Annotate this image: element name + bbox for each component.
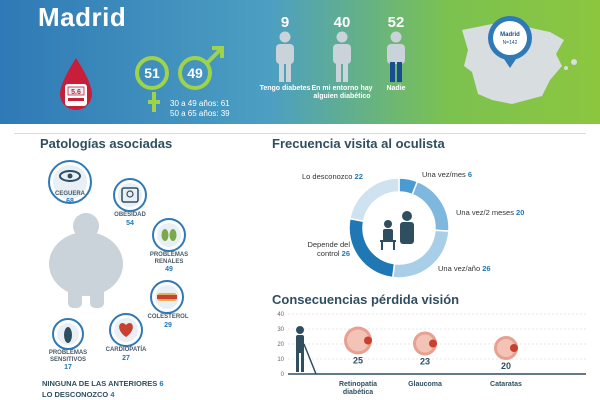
bar-value-label: 20 xyxy=(501,361,511,371)
y-tick-label: 10 xyxy=(277,357,284,363)
female-cross-icon xyxy=(148,92,160,112)
patologias-title: Patologías asociadas xyxy=(40,136,173,151)
obese-body-icon xyxy=(49,213,123,308)
blind-person-icon xyxy=(296,326,317,375)
hero-band: Madrid 5.6 51 49 30 a 49 años: 61 50 a 6… xyxy=(0,0,600,124)
stat-value: 40 xyxy=(333,14,351,31)
y-tick-label: 0 xyxy=(281,372,285,378)
ceguera-circle xyxy=(48,160,92,204)
bar-value-label: 25 xyxy=(353,356,363,366)
eye-condition-icon xyxy=(344,326,372,355)
stat-label: Tengo diabetes xyxy=(259,85,311,92)
female-symbol-icon: 51 xyxy=(135,56,169,90)
freq-value: 20 xyxy=(516,208,525,217)
kidney-icon xyxy=(152,218,186,252)
glucose-value: 5.6 xyxy=(71,89,81,96)
sensitivos-label: PROBLEMAS SENSITIVOS xyxy=(48,350,88,363)
desconozco-row: LO DESCONOZCO 4 xyxy=(42,390,115,399)
y-tick-label: 30 xyxy=(277,327,284,333)
stat-nadie: 52 Nadie xyxy=(368,14,424,92)
freq-value: 22 xyxy=(354,172,363,181)
stat-label: En mi entorno hay alguien diabético xyxy=(311,85,373,100)
doctor-icon xyxy=(365,194,433,262)
desconozco-label: LO DESCONOZCO xyxy=(42,390,109,399)
category-label: Cataratas xyxy=(490,381,522,388)
category-label: Retinopatía xyxy=(339,381,377,388)
spain-map-icon: Madrid N=142 xyxy=(462,16,577,104)
obesidad-value: 54 xyxy=(126,220,134,227)
stat-tengo-diabetes: 9 Tengo diabetes xyxy=(257,14,313,92)
person-icon xyxy=(276,31,294,82)
ninguna-row: NINGUNA DE LAS ANTERIORES 6 xyxy=(42,379,164,388)
obesidad-label: OBESIDAD xyxy=(114,212,146,218)
stat-label: Nadie xyxy=(386,85,406,92)
ninguna-value: 6 xyxy=(159,379,164,388)
age-line-1: 30 a 49 años: 61 xyxy=(170,99,230,108)
donut-slice xyxy=(349,177,400,223)
age-line-2: 50 a 65 años: 39 xyxy=(170,109,230,118)
stat-entorno: 40 En mi entorno hay alguien diabético xyxy=(311,14,372,100)
person-icon xyxy=(387,31,405,82)
freq-label: Depende del control xyxy=(307,240,350,258)
ceguera-value: 68 xyxy=(66,198,74,205)
map-pin-city: Madrid xyxy=(500,32,520,38)
cardiopatia-value: 27 xyxy=(122,355,130,362)
freq-label: Una vez/año xyxy=(438,264,481,273)
sensitivos-value: 17 xyxy=(64,364,72,371)
scale-icon xyxy=(113,178,147,212)
y-tick-label: 40 xyxy=(277,312,284,318)
cardiopatia-label: CARDIOPATÍA xyxy=(105,347,147,353)
eye-condition-icon xyxy=(494,336,518,360)
eye-condition-icon xyxy=(413,331,437,356)
category-label: Glaucoma xyxy=(408,381,442,388)
freq-item-depende: Depende del control 26 xyxy=(296,240,350,258)
freq-item-desconozco: Lo desconozco 22 xyxy=(302,172,363,181)
blood-drop-icon: 5.6 xyxy=(60,58,92,110)
city-title: Madrid xyxy=(38,2,127,32)
frecuencia-title: Frecuencia visita al oculista xyxy=(272,136,445,151)
stat-value: 9 xyxy=(280,14,290,31)
male-symbol-icon: 49 xyxy=(178,56,212,90)
person-icon xyxy=(333,31,351,82)
colesterol-label: COLESTEROL xyxy=(147,314,189,320)
freq-label: Una vez/mes xyxy=(422,170,466,179)
consecuencias-title: Consecuencias pérdida visión xyxy=(272,292,460,307)
y-tick-label: 20 xyxy=(277,342,284,348)
divider xyxy=(14,133,586,134)
freq-value: 26 xyxy=(482,264,491,273)
foot-icon xyxy=(52,318,84,350)
freq-value: 26 xyxy=(341,249,350,258)
map-pin-n: N=142 xyxy=(503,40,518,46)
stat-value: 52 xyxy=(387,14,405,31)
heart-icon xyxy=(109,313,143,347)
freq-label: Lo desconozco xyxy=(302,172,353,181)
freq-value: 6 xyxy=(467,170,473,179)
artery-icon xyxy=(150,280,184,314)
renales-label: PROBLEMAS RENALES xyxy=(149,252,189,265)
freq-item-mes: Una vez/mes 6 xyxy=(422,170,472,179)
ceguera-label: CEGUERA xyxy=(54,191,85,197)
renales-value: 49 xyxy=(165,266,173,273)
ninguna-label: NINGUNA DE LAS ANTERIORES xyxy=(42,379,158,388)
freq-item-ano: Una vez/año 26 xyxy=(438,264,491,273)
female-pct: 51 xyxy=(144,65,160,81)
male-arrow-icon xyxy=(204,46,224,66)
freq-item-2meses: Una vez/2 meses 20 xyxy=(456,208,524,217)
desconozco-value: 4 xyxy=(110,390,115,399)
bar-value-label: 23 xyxy=(420,357,430,367)
age-breakdown: 30 a 49 años: 61 50 a 65 años: 39 xyxy=(170,99,230,119)
freq-label: Una vez/2 meses xyxy=(456,208,514,217)
frecuencia-donut xyxy=(348,177,450,279)
male-pct: 49 xyxy=(187,65,203,81)
category-label: diabética xyxy=(343,389,373,396)
colesterol-value: 29 xyxy=(164,322,172,329)
